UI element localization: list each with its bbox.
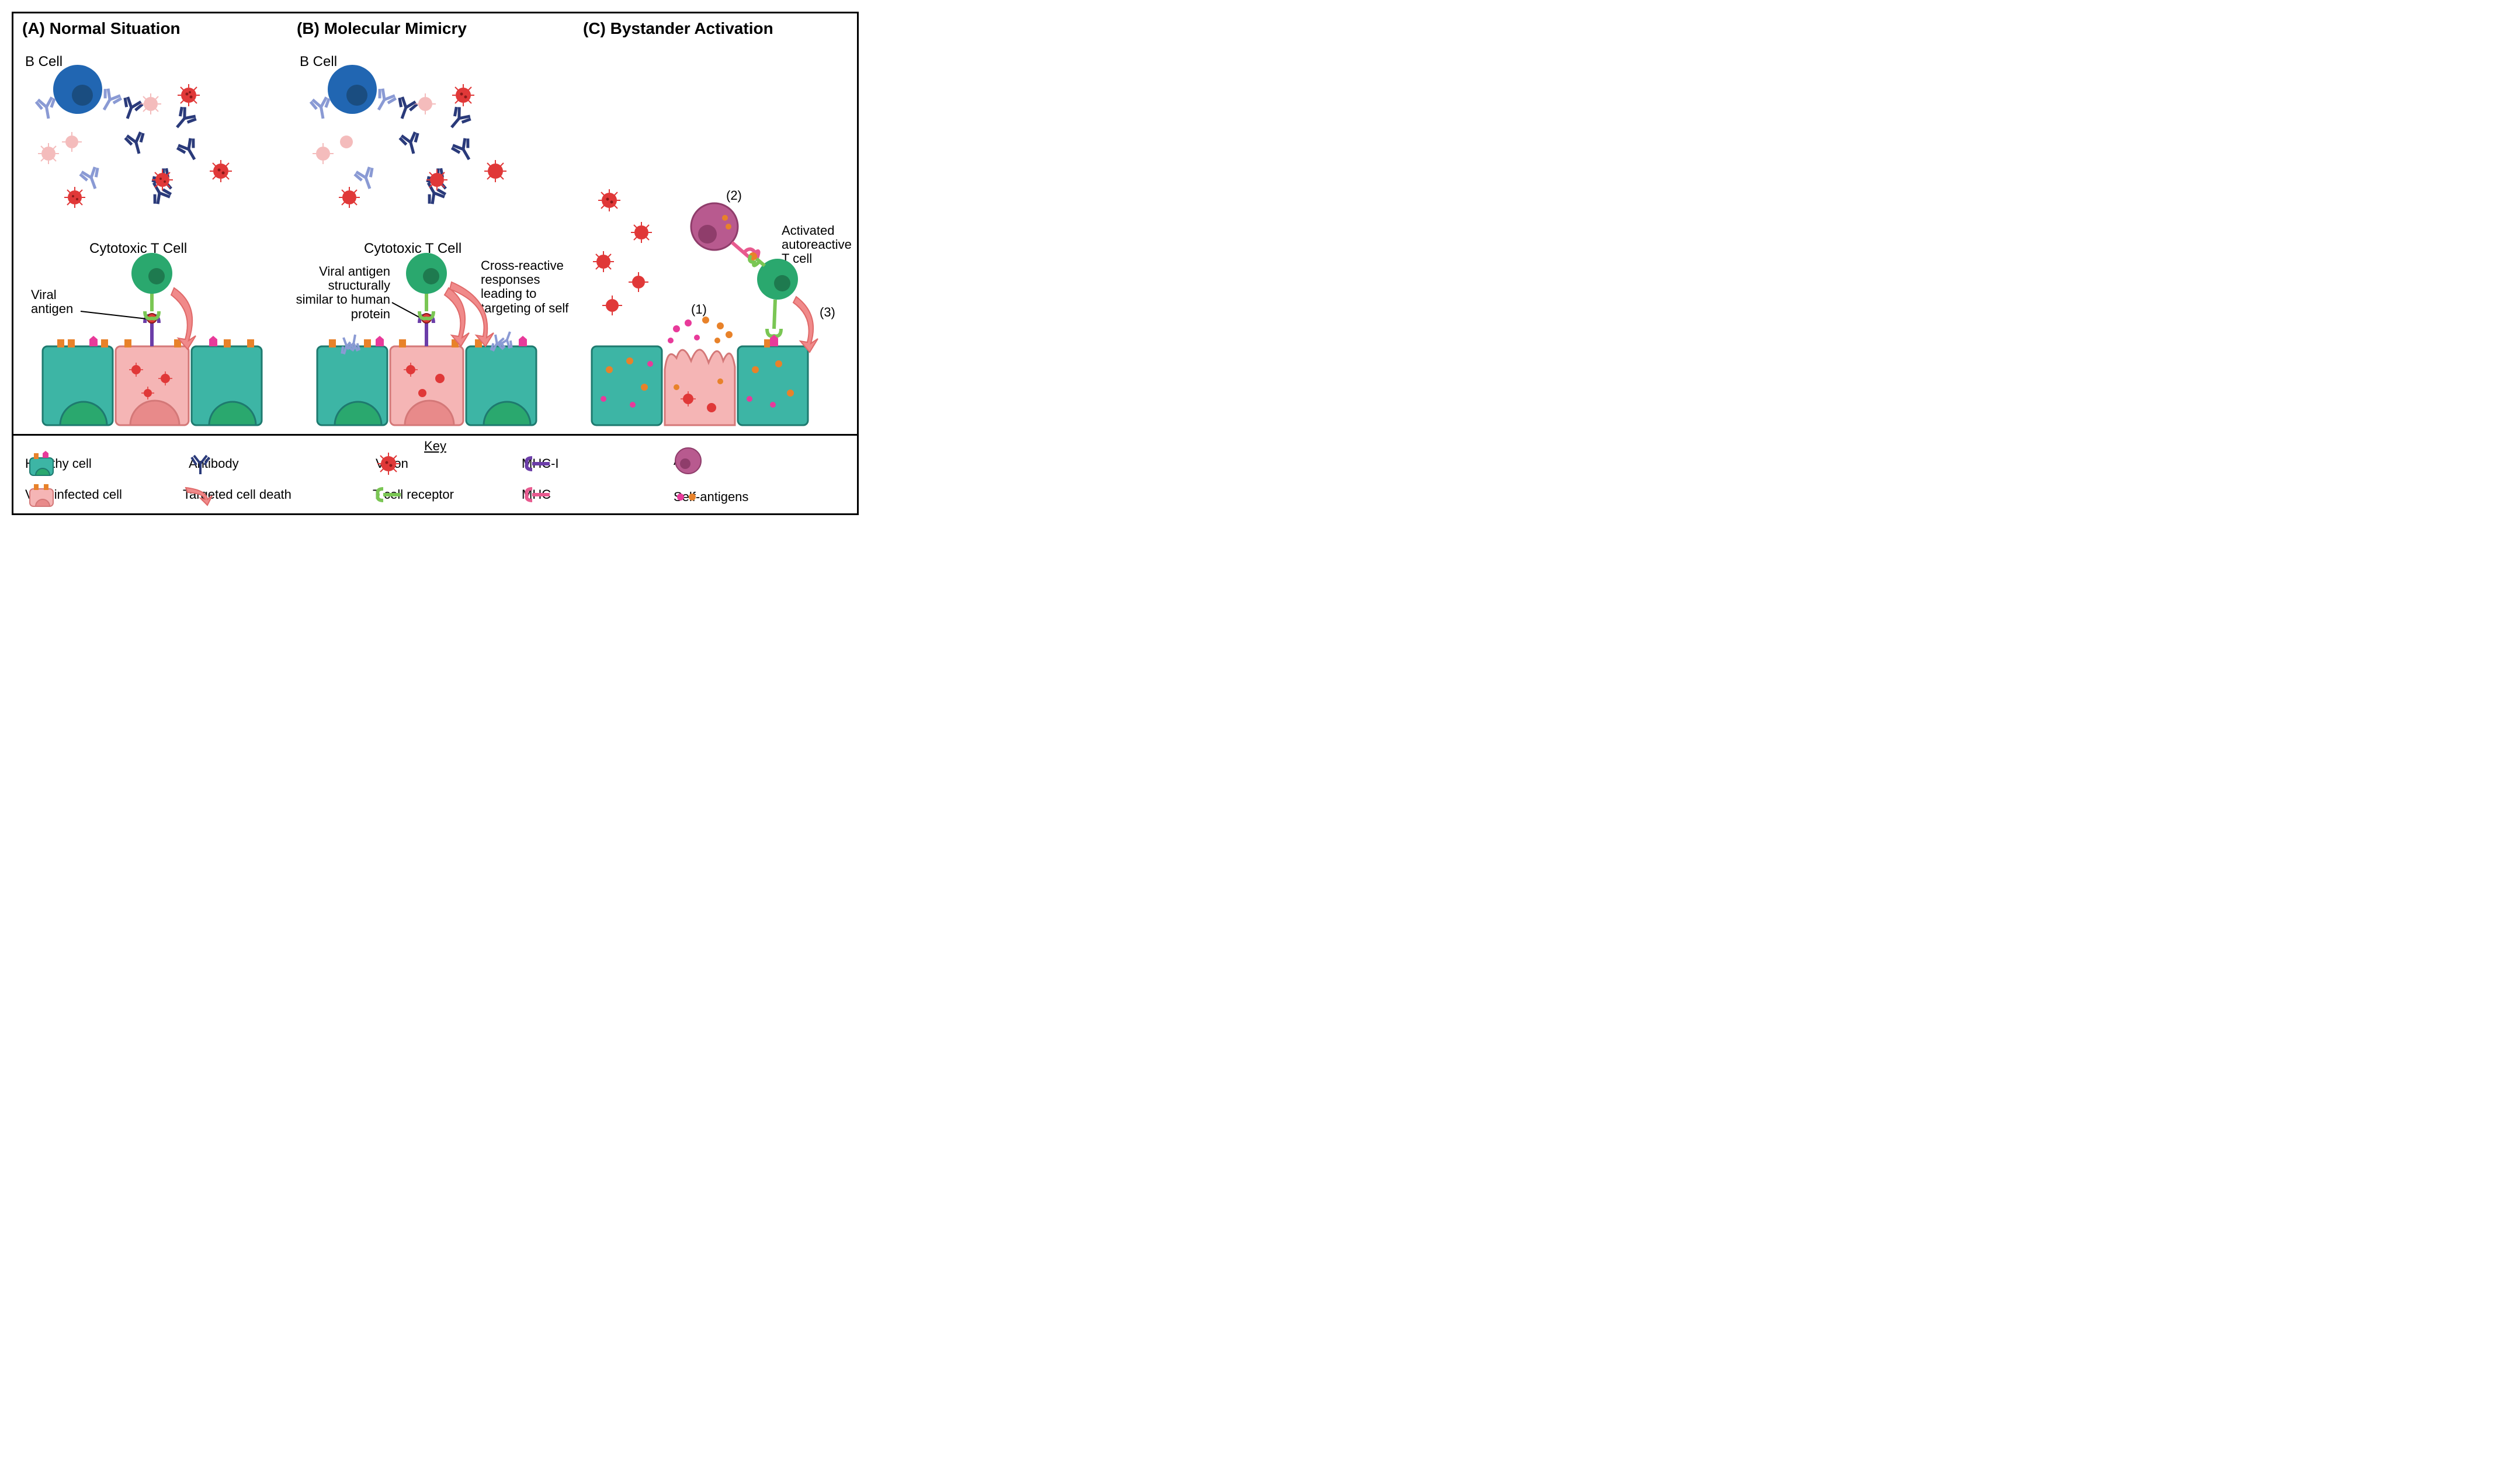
legend: Key Healthy cell Antibody Virion MHC-I A… [13,434,857,516]
legend-tcr: T cell receptor [373,487,454,502]
figure-container: (A) Normal Situation B Cell Cytotoxic T … [12,12,859,515]
death-arrow-icon [793,297,818,352]
legend-death: Targeted cell death [183,487,292,502]
legend-infected: Viral infected cell [25,487,122,502]
panel-a: (A) Normal Situation B Cell Cytotoxic T … [13,13,288,434]
panel-b: (B) Molecular Mimicry B Cell Cytotoxic T… [288,13,574,434]
legend-self: Self-antigens [674,489,748,505]
healthy-cell-icon [43,336,113,425]
legend-antibody: Antibody [189,456,239,471]
antibody-icon [393,96,477,206]
healthy-cell-icon [466,336,536,425]
legend-healthy: Healthy cell [25,456,92,471]
tcr-icon [767,300,781,336]
panel-b-svg [288,13,574,434]
self-antigens-icon [668,317,733,343]
virion-icon [593,189,652,315]
healthy-cell-icon [192,336,262,425]
healthy-cell-icon [592,346,662,425]
bcell-icon [328,65,377,114]
bcell-icon [53,65,102,114]
tcell-icon [131,253,172,294]
tcell-icon [406,253,447,294]
legend-title: Key [424,439,446,454]
healthy-cell-icon [738,335,808,425]
panel-a-svg [13,13,288,434]
legend-apc: APC [674,453,700,468]
infected-cell-icon [116,339,189,425]
apc-icon [691,203,738,250]
panel-c: (C) Bystander Activation Activated autor… [574,13,860,434]
antibody-icon [119,96,203,206]
legend-mhc: MHC [522,487,551,502]
legend-virion: Virion [376,456,408,471]
main-panels-area: (A) Normal Situation B Cell Cytotoxic T … [13,13,857,434]
virion-faded-icon [313,93,436,164]
legend-mhc1: MHC-I [522,456,559,471]
infected-cell-icon [390,339,463,425]
mhc-icon [732,242,759,260]
virion-faded-icon [38,93,161,164]
panel-c-svg [574,13,860,434]
lysed-cell-icon [665,350,735,425]
